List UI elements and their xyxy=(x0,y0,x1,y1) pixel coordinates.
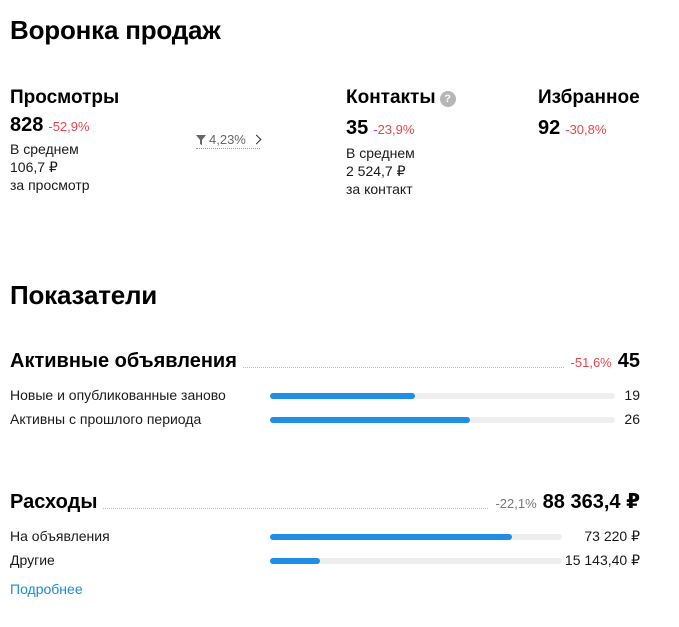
contacts-label: Контакты xyxy=(346,87,436,108)
active-ads-change: -51,6% xyxy=(570,355,612,370)
contacts-avg-caption: В среднем xyxy=(346,145,415,161)
expenses-row-label: Другие xyxy=(10,552,55,568)
conversion-value: 4,23% xyxy=(209,132,246,147)
expenses-row-value: 73 220 ₽ xyxy=(584,528,640,544)
active-ads-row-label: Новые и опубликованные заново xyxy=(10,387,226,403)
active-ads-row-value: 19 xyxy=(624,387,640,403)
expenses-row-label: На объявления xyxy=(10,528,110,544)
contacts-avg-unit: за контакт xyxy=(346,181,413,197)
chevron-right-icon xyxy=(251,134,262,145)
favorites-label: Избранное xyxy=(538,87,640,108)
filter-icon xyxy=(196,134,206,145)
active-ads-row-bar-fill xyxy=(270,393,415,399)
expenses-row-bar xyxy=(270,534,562,540)
active-ads-value: 45 xyxy=(617,350,640,372)
active-ads-row-bar-fill xyxy=(270,417,471,423)
favorites-change: -30,8% xyxy=(565,122,607,137)
expenses-row-bar xyxy=(270,558,562,564)
contacts-value: 35 xyxy=(346,117,369,139)
expenses-value: 88 363,4 ₽ xyxy=(542,491,640,513)
favorites-block: Избранное 92 -30,8% xyxy=(538,88,640,138)
more-link[interactable]: Подробнее xyxy=(10,581,83,597)
contacts-avg-value: 2 524,7 ₽ xyxy=(346,163,406,179)
favorites-value: 92 xyxy=(538,117,561,139)
views-block: Просмотры 828 -52,9% В среднем 106,7 ₽ з… xyxy=(10,88,119,194)
expenses-change: -22,1% xyxy=(495,496,537,511)
views-avg-unit: за просмотр xyxy=(10,177,90,193)
indicators-title: Показатели xyxy=(10,280,158,310)
views-value: 828 xyxy=(10,114,44,136)
views-label: Просмотры xyxy=(10,87,120,108)
views-change: -52,9% xyxy=(48,119,90,134)
active-ads-row-bar xyxy=(270,393,615,399)
help-icon[interactable]: ? xyxy=(439,91,456,107)
active-ads-row-bar xyxy=(270,417,615,423)
views-avg-value: 106,7 ₽ xyxy=(10,159,58,175)
expenses-header: Расходы -22,1% 88 363,4 ₽ xyxy=(10,491,640,515)
conversion-link[interactable]: 4,23% xyxy=(196,132,262,149)
expenses-row-bar-fill xyxy=(270,534,513,540)
active-ads-title: Активные объявления xyxy=(10,350,243,372)
expenses-title: Расходы xyxy=(10,491,104,513)
views-avg-caption: В среднем xyxy=(10,141,79,157)
active-ads-row-value: 26 xyxy=(624,411,640,427)
funnel-title: Воронка продаж xyxy=(10,15,221,45)
active-ads-header: Активные объявления -51,6% 45 xyxy=(10,350,640,372)
active-ads-row-label: Активны с прошлого периода xyxy=(10,411,202,427)
expenses-row-value: 15 143,40 ₽ xyxy=(564,552,640,568)
contacts-change: -23,9% xyxy=(373,122,415,137)
expenses-row-bar-fill xyxy=(270,558,320,564)
contacts-block: Контакты? 35 -23,9% В среднем 2 524,7 ₽ … xyxy=(346,88,456,198)
